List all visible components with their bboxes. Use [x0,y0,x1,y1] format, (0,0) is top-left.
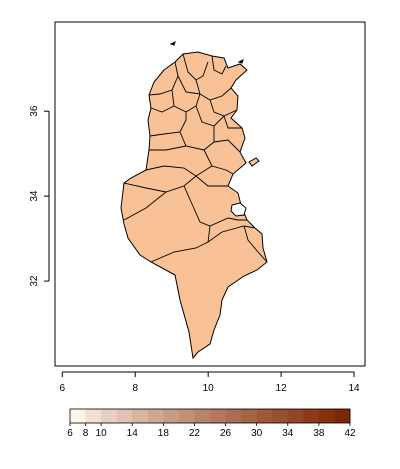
tunisia-map [120,41,268,360]
legend-tick-label: 26 [220,428,232,439]
legend-cell [241,409,257,423]
legend-cell [318,409,335,423]
legend-cell [70,409,86,423]
y-tick-label: 36 [29,105,40,117]
legend-cell [194,409,211,423]
y-axis: 32 34 36 [29,105,50,287]
legend-cell [163,409,180,423]
y-tick-label: 34 [29,190,40,202]
country-outline [120,51,268,360]
legend-cell [334,409,351,423]
x-tick-label: 8 [132,383,138,394]
legend-cell [256,409,273,423]
border [123,191,167,221]
island-galite [169,41,176,46]
border [195,175,228,187]
legend-cell [178,409,195,423]
border [177,75,201,95]
island-djerba [230,202,247,217]
border [195,105,225,127]
y-tick-label: 32 [29,275,40,287]
legend-tick-label: 34 [282,428,294,439]
legend-tick-label: 42 [344,428,356,439]
legend-cell [132,409,149,423]
legend-cell [287,409,304,423]
x-tick-label: 6 [60,383,66,394]
border [150,225,211,263]
x-tick-label: 14 [348,383,360,394]
border [213,139,241,153]
border [211,55,227,75]
x-tick-label: 12 [276,383,288,394]
legend-tick-label: 8 [83,428,89,439]
legend-cell [225,409,242,423]
island-zembra [237,59,244,64]
legend-frame [69,408,351,424]
island-kerkennah [248,157,260,167]
legend-cell [116,409,133,423]
border [209,99,238,117]
x-axis: 6 8 10 12 14 [60,371,360,394]
legend-cell [85,409,102,423]
legend-cell [272,409,289,423]
legend-tick-label: 30 [251,428,263,439]
legend-tick-label: 22 [189,428,201,439]
legend-tick-label: 38 [313,428,325,439]
border [145,165,213,177]
border [223,115,242,129]
color-legend: 6 8 10 14 18 22 26 30 34 38 42 [67,408,356,439]
border [149,145,187,151]
legend-ticks: 6 8 10 14 18 22 26 30 34 38 42 [67,423,356,439]
legend-tick-label: 10 [96,428,108,439]
border [150,105,175,113]
x-tick-label: 10 [203,383,215,394]
governorate-borders [123,53,268,263]
border [207,225,256,243]
border [243,225,268,263]
legend-tick-label: 18 [158,428,170,439]
islands [169,41,260,217]
legend-color-cells [70,409,351,423]
legend-tick-label: 6 [67,428,73,439]
legend-cell [210,409,226,423]
legend-cell [303,409,320,423]
legend-tick-label: 14 [127,428,139,439]
border [203,149,234,175]
legend-cell [147,409,164,423]
legend-cell [101,409,117,423]
